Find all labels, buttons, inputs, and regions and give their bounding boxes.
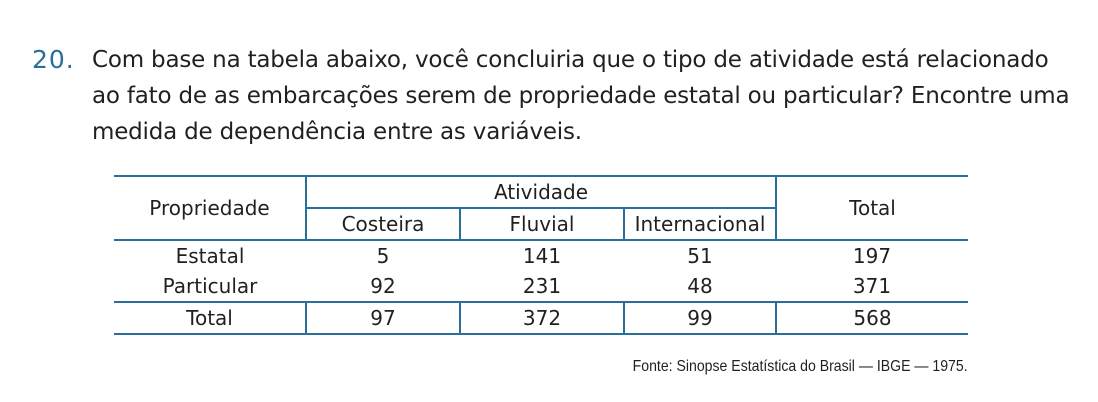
header-propriedade: Propriedade xyxy=(114,175,307,241)
header-atividade: Atividade xyxy=(306,175,776,209)
row-label-particular: Particular xyxy=(162,274,258,298)
cell-estatal-fluvial: 141 xyxy=(522,244,562,268)
cell-grand-total: 568 xyxy=(776,301,968,335)
row-label-total: Total xyxy=(114,301,307,335)
contingency-table: Propriedade Atividade Total Costeira Flu… xyxy=(114,175,968,335)
table-header-row-1: Propriedade Atividade Total xyxy=(114,175,968,241)
header-internacional: Internacional xyxy=(624,208,776,241)
header-total: Total xyxy=(775,175,968,241)
table-source: Fonte: Sinopse Estatística do Brasil — I… xyxy=(633,358,968,375)
cell-particular-costeira: 92 xyxy=(370,274,396,298)
cell-particular-total: 371 xyxy=(852,274,892,298)
table-row: Particular 92 231 48 371 xyxy=(114,271,968,302)
cell-estatal-total: 197 xyxy=(852,244,892,268)
cell-estatal-costeira: 5 xyxy=(376,244,390,268)
header-fluvial: Fluvial xyxy=(460,208,625,241)
cell-total-fluvial: 372 xyxy=(460,301,625,335)
header-costeira: Costeira xyxy=(306,208,461,241)
cell-total-costeira: 97 xyxy=(306,301,461,335)
question-text: Com base na tabela abaixo, você concluir… xyxy=(92,47,1070,145)
totals-row: Total 97 372 99 568 xyxy=(114,301,968,335)
cell-estatal-internacional: 51 xyxy=(687,244,713,268)
table-row: Estatal 5 141 51 197 xyxy=(114,240,968,271)
cell-particular-internacional: 48 xyxy=(687,274,713,298)
cell-particular-fluvial: 231 xyxy=(522,274,562,298)
question-number: 20. xyxy=(32,45,75,74)
row-label-estatal: Estatal xyxy=(175,244,245,268)
table-header-row-2: Costeira Fluvial Internacional xyxy=(114,208,968,241)
cell-total-internacional: 99 xyxy=(624,301,777,335)
